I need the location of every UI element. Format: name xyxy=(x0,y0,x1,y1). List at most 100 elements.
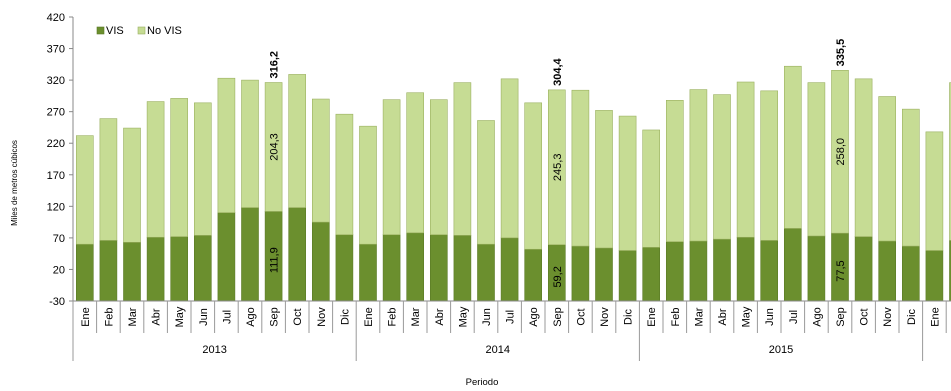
bar-novis xyxy=(382,99,401,236)
data-label-vis: 77,5 xyxy=(835,260,847,281)
y-tick-label: 420 xyxy=(47,12,65,24)
bar-novis xyxy=(99,118,118,241)
month-tick-label: Feb xyxy=(387,308,399,327)
bar-novis xyxy=(288,74,307,208)
legend-label-novis: No VIS xyxy=(147,25,182,37)
month-tick-label: May xyxy=(457,306,469,327)
year-label: 2015 xyxy=(769,344,793,356)
month-tick-label: Ago xyxy=(245,307,257,327)
data-label-vis: 111,9 xyxy=(269,247,281,273)
bar-novis xyxy=(925,131,944,251)
bar-novis xyxy=(500,78,519,239)
x-axis-label: Periodo xyxy=(466,377,499,388)
bar-novis xyxy=(477,120,495,245)
month-tick-label: Ene xyxy=(80,307,92,327)
bar-vis xyxy=(854,236,873,302)
month-tick-label: Ago xyxy=(811,307,823,327)
bar-vis xyxy=(689,240,708,302)
bar-vis xyxy=(170,236,188,302)
month-tick-label: Ene xyxy=(363,307,375,327)
bar-vis xyxy=(665,241,684,302)
month-tick-label: Feb xyxy=(103,308,115,327)
bar-vis xyxy=(406,232,425,302)
data-label-vis: 59,2 xyxy=(552,266,564,287)
bar-vis xyxy=(925,250,944,302)
data-label-total: 335,5 xyxy=(835,39,847,67)
bar-vis xyxy=(194,235,212,302)
bar-novis xyxy=(241,79,259,208)
month-tick-label: Mar xyxy=(127,307,139,326)
bar-novis xyxy=(618,115,637,251)
bar-novis xyxy=(689,89,708,242)
bar-vis xyxy=(477,243,495,302)
month-tick-label: Oct xyxy=(859,308,871,325)
bar-novis xyxy=(524,102,543,250)
bar-vis xyxy=(524,248,543,302)
bars xyxy=(76,65,951,302)
data-label-total: 316,2 xyxy=(269,51,281,79)
bar-vis xyxy=(949,240,951,302)
data-label-novis: 245,3 xyxy=(552,154,564,182)
y-tick-label: -30 xyxy=(49,296,65,308)
bar-vis xyxy=(429,234,448,302)
month-tick-label: Oct xyxy=(292,308,304,325)
bar-vis xyxy=(618,250,637,302)
bar-novis xyxy=(949,82,951,241)
bar-vis xyxy=(335,234,354,302)
month-tick-label: May xyxy=(174,306,186,327)
bar-novis xyxy=(595,110,613,249)
month-tick-label: Nov xyxy=(316,307,328,327)
bar-novis xyxy=(217,77,236,213)
y-tick-label: 70 xyxy=(53,233,65,245)
bar-novis xyxy=(547,89,566,246)
month-tick-label: Abr xyxy=(434,308,446,325)
data-label-total: 304,4 xyxy=(552,57,564,85)
bar-novis xyxy=(736,81,755,238)
month-tick-label: Dic xyxy=(906,309,918,325)
bar-novis xyxy=(429,99,448,236)
month-tick-label: Jul xyxy=(505,310,517,324)
month-tick-label: Abr xyxy=(151,308,163,325)
bar-vis xyxy=(76,243,94,302)
bar-novis xyxy=(264,82,283,212)
bar-novis xyxy=(571,89,590,247)
bar-novis xyxy=(406,92,425,234)
month-tick-label: Ene xyxy=(646,307,658,327)
month-tick-label: Abr xyxy=(717,308,729,325)
month-tick-label: Mar xyxy=(693,307,705,326)
bar-novis xyxy=(359,125,377,245)
y-tick-label: 170 xyxy=(47,170,65,182)
month-tick-label: Jun xyxy=(198,308,210,326)
bar-vis xyxy=(571,245,590,302)
bar-novis xyxy=(831,70,849,234)
bar-vis xyxy=(783,228,802,302)
month-tick-label: Feb xyxy=(670,308,682,327)
bar-vis xyxy=(595,247,613,302)
month-tick-label: Sep xyxy=(269,307,281,327)
month-tick-label: Jun xyxy=(481,308,493,326)
month-tick-label: Jun xyxy=(764,308,776,326)
bar-novis xyxy=(854,78,873,237)
bar-vis xyxy=(878,240,897,302)
year-label: 2014 xyxy=(486,344,510,356)
y-tick-label: 220 xyxy=(47,138,65,150)
bar-vis xyxy=(217,212,236,302)
data-label-novis: 258,0 xyxy=(835,138,847,166)
bar-vis xyxy=(807,235,826,302)
bar-vis xyxy=(382,234,401,302)
bar-vis xyxy=(760,240,779,302)
bar-vis xyxy=(99,240,118,302)
year-label: 2013 xyxy=(202,344,226,356)
bar-novis xyxy=(311,98,330,223)
y-tick-label: 20 xyxy=(53,264,65,276)
bar-vis xyxy=(713,238,731,302)
bar-novis xyxy=(170,98,188,237)
y-tick-label: 320 xyxy=(47,75,65,87)
bar-novis xyxy=(146,101,165,238)
bar-novis xyxy=(783,65,802,229)
bar-novis xyxy=(713,94,731,240)
x-axis: Ene Feb Mar Abr May Jun Jul Ago Sep Oct Nov Dic Ene F… xyxy=(72,300,951,361)
bar-vis xyxy=(123,242,141,302)
bar-novis xyxy=(760,90,779,241)
